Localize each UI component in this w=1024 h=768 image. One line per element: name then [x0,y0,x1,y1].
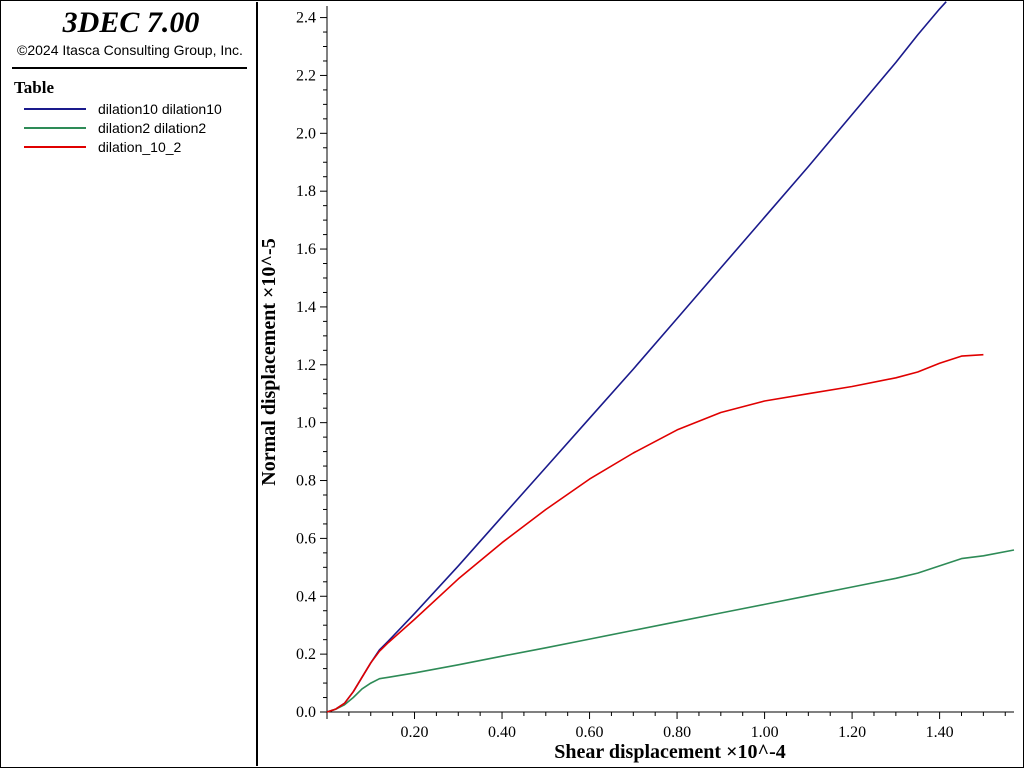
series-group [326,1,1015,713]
y-tick-label: 1.8 [296,183,316,200]
axes: 0.0 0.2 0.4 0.6 0.8 1.0 1.2 1.4 1.6 1.8 2.0 2.2 2.4 0… [296,6,1014,741]
legend-swatch-dilation2 [24,127,86,129]
y-tick-label: 2.4 [296,10,316,27]
y-tick-label: 1.4 [296,299,316,316]
legend-label-dilation2: dilation2 dilation2 [98,120,207,136]
x-tick-label: 0.20 [401,724,429,741]
y-tick-label: 0.2 [296,646,316,663]
legend-label-dilation10: dilation10 dilation10 [98,101,222,117]
y-tick-label: 0.8 [296,473,316,490]
x-axis-title: Shear displacement ×10^-4 [554,741,786,763]
y-tick-label: 0.4 [296,588,316,605]
x-tick-label: 0.60 [576,724,604,741]
y-tick-label: 1.0 [296,415,316,432]
series-line-2 [326,353,984,713]
x-tick-label: 0.40 [488,724,516,741]
legend-divider [12,67,247,69]
app-title: 3DEC 7.00 [62,6,200,39]
y-tick-label: 2.0 [296,125,316,142]
y-tick-label: 0.6 [296,530,316,547]
y-axis-title: Normal displacement ×10^-5 [258,238,280,485]
y-tick-label: 2.2 [296,67,316,84]
x-tick-label: 1.00 [751,724,779,741]
x-tick-label: 1.40 [926,724,954,741]
x-tick-label: 1.20 [838,724,866,741]
legend-label-dilation-10-2: dilation_10_2 [98,139,182,155]
series-line-0 [326,1,947,713]
legend-panel: 3DEC 7.00 ©2024 Itasca Consulting Group,… [2,2,258,766]
x-tick-label: 0.80 [663,724,691,741]
y-tick-label: 0.0 [296,704,316,721]
legend-heading: Table [14,78,55,97]
copyright-notice: ©2024 Itasca Consulting Group, Inc. [17,42,243,58]
series-line-1 [326,549,1015,713]
legend-swatch-dilation10 [24,108,86,110]
y-tick-label: 1.2 [296,357,316,374]
legend-swatch-dilation-10-2 [24,146,86,148]
y-tick-label: 1.6 [296,241,316,258]
